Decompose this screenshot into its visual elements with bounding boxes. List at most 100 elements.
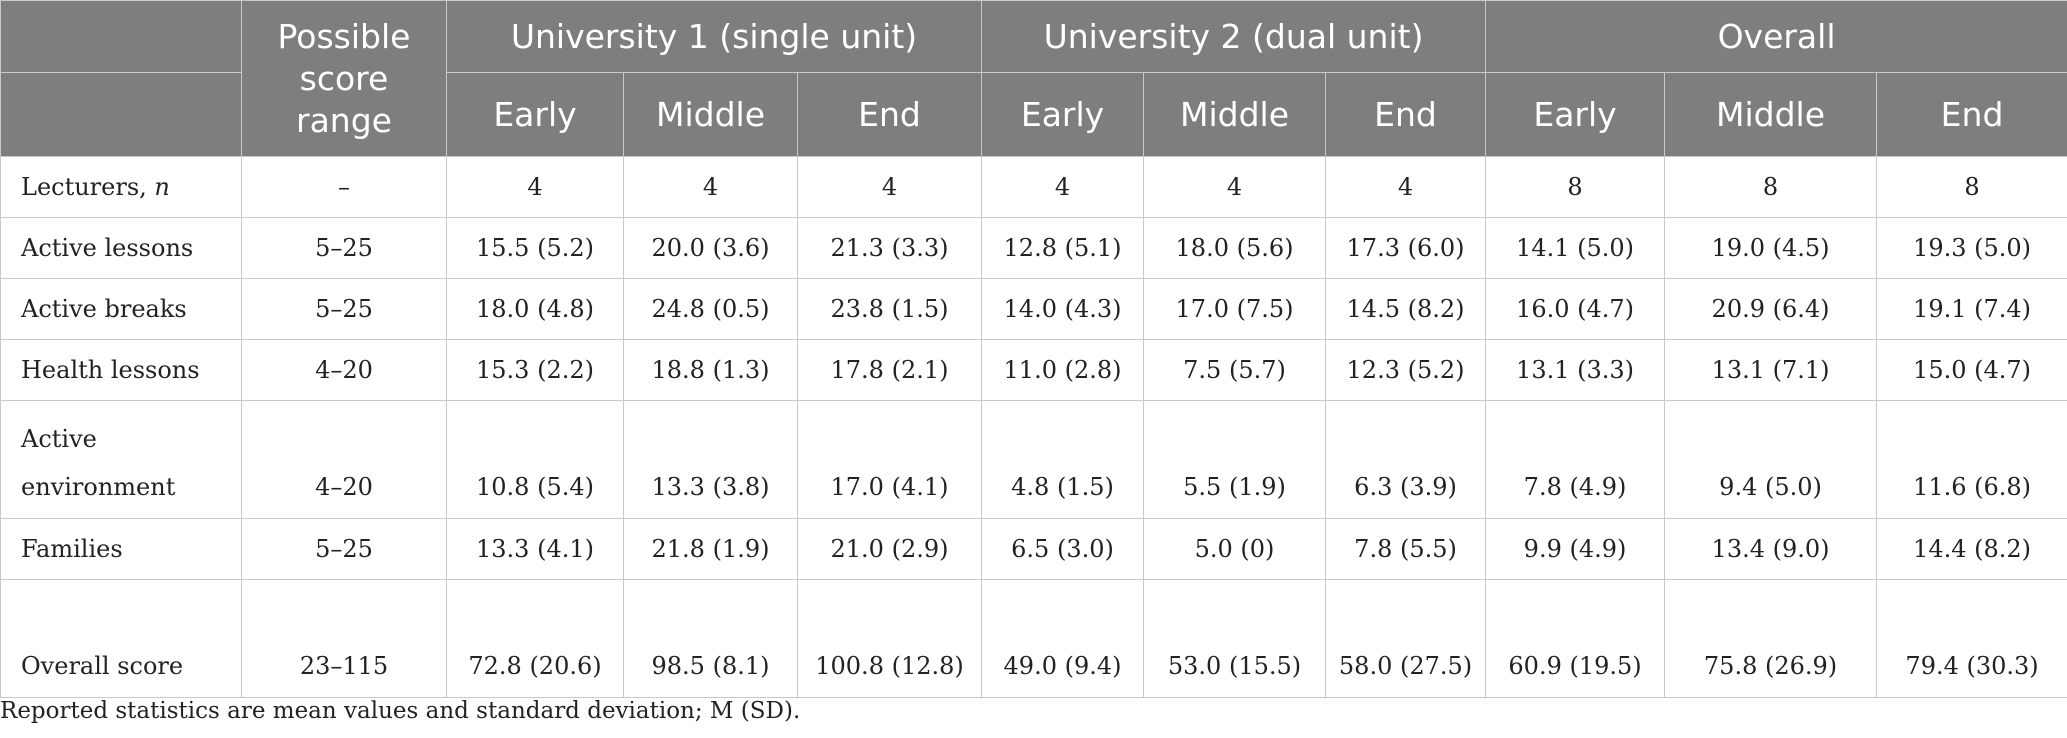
value-cell: 8 xyxy=(1876,156,2067,218)
value-cell: 19.3 (5.0) xyxy=(1876,217,2067,279)
value-cell: 20.9 (6.4) xyxy=(1664,278,1878,340)
row-label-text: Overall score xyxy=(21,652,184,680)
score-range-cell: 23–115 xyxy=(241,579,447,698)
row-label: Active breaks xyxy=(0,278,242,340)
value-cell: 4 xyxy=(981,156,1145,218)
value-cell: 4 xyxy=(446,156,624,218)
value-cell: 13.1 (3.3) xyxy=(1485,339,1666,401)
value-cell: 14.4 (8.2) xyxy=(1876,518,2067,580)
row-label-text: Health lessons xyxy=(21,356,200,384)
value-cell: 21.3 (3.3) xyxy=(796,217,983,279)
score-range-cell: 4–20 xyxy=(241,400,447,519)
value-cell: 13.1 (7.1) xyxy=(1664,339,1878,401)
table-footnote: Reported statistics are mean values and … xyxy=(0,698,801,724)
value-cell: 6.5 (3.0) xyxy=(981,518,1145,580)
value-cell: 17.3 (6.0) xyxy=(1325,217,1487,279)
score-range-header: Possible score range xyxy=(241,0,447,157)
value-cell: 4.8 (1.5) xyxy=(981,400,1145,519)
value-cell: 15.0 (4.7) xyxy=(1876,339,2067,401)
row-label-text: Lecturers, xyxy=(21,173,147,201)
value-cell: 7.5 (5.7) xyxy=(1143,339,1327,401)
u2-end-header: End xyxy=(1325,72,1487,157)
value-cell: 15.3 (2.2) xyxy=(446,339,624,401)
value-cell: 10.8 (5.4) xyxy=(446,400,624,519)
value-cell: 14.0 (4.3) xyxy=(981,278,1145,340)
value-cell: 14.5 (8.2) xyxy=(1325,278,1487,340)
value-cell: 8 xyxy=(1485,156,1666,218)
value-cell: 75.8 (26.9) xyxy=(1664,579,1878,698)
value-cell: 19.0 (4.5) xyxy=(1664,217,1878,279)
value-cell: 7.8 (4.9) xyxy=(1485,400,1666,519)
value-cell: 6.3 (3.9) xyxy=(1325,400,1487,519)
table-row: Active lessons 5–25 15.5 (5.2) 20.0 (3.6) 21… xyxy=(0,217,2067,279)
overall-early-header: Early xyxy=(1485,72,1666,157)
score-range-cell: 4–20 xyxy=(241,339,447,401)
value-cell: 23.8 (1.5) xyxy=(796,278,983,340)
value-cell: 60.9 (19.5) xyxy=(1485,579,1666,698)
u2-early-header: Early xyxy=(981,72,1145,157)
value-cell: 13.3 (3.8) xyxy=(623,400,798,519)
value-cell: 5.5 (1.9) xyxy=(1143,400,1327,519)
corner-header-cell xyxy=(0,0,242,73)
score-range-cell: 5–25 xyxy=(241,518,447,580)
value-cell: 17.0 (4.1) xyxy=(796,400,983,519)
score-range-cell: 5–25 xyxy=(241,278,447,340)
value-cell: 19.1 (7.4) xyxy=(1876,278,2067,340)
row-label: Overall score xyxy=(0,579,242,698)
row-label: Health lessons xyxy=(0,339,242,401)
value-cell: 12.3 (5.2) xyxy=(1325,339,1487,401)
value-cell: 11.0 (2.8) xyxy=(981,339,1145,401)
value-cell: 24.8 (0.5) xyxy=(623,278,798,340)
value-cell: 4 xyxy=(1143,156,1327,218)
value-cell: 72.8 (20.6) xyxy=(446,579,624,698)
u1-end-header: End xyxy=(796,72,983,157)
table-row: Active breaks 5–25 18.0 (4.8) 24.8 (0.5) 23.… xyxy=(0,278,2067,340)
u1-early-header: Early xyxy=(446,72,624,157)
value-cell: 79.4 (30.3) xyxy=(1876,579,2067,698)
row-label: Families xyxy=(0,518,242,580)
value-cell: 17.0 (7.5) xyxy=(1143,278,1327,340)
value-cell: 20.0 (3.6) xyxy=(623,217,798,279)
corner-header-cell-lower xyxy=(0,72,242,157)
group-header-university-1: University 1 (single unit) xyxy=(445,0,983,73)
value-cell: 11.6 (6.8) xyxy=(1876,400,2067,519)
value-cell: 17.8 (2.1) xyxy=(796,339,983,401)
value-cell: 21.8 (1.9) xyxy=(623,518,798,580)
value-cell: 58.0 (27.5) xyxy=(1325,579,1487,698)
group-header-university-2: University 2 (dual unit) xyxy=(981,0,1487,73)
value-cell: 15.5 (5.2) xyxy=(446,217,624,279)
value-cell: 12.8 (5.1) xyxy=(981,217,1145,279)
row-label: Active lessons xyxy=(0,217,242,279)
value-cell: 8 xyxy=(1664,156,1878,218)
value-cell: 7.8 (5.5) xyxy=(1325,518,1487,580)
value-cell: 4 xyxy=(623,156,798,218)
table-row: Families 5–25 13.3 (4.1) 21.8 (1.9) 21.0 (2.… xyxy=(0,518,2067,580)
row-label-text: Active breaks xyxy=(21,295,187,323)
table-row: Health lessons 4–20 15.3 (2.2) 18.8 (1.3) 17… xyxy=(0,339,2067,401)
value-cell: 9.4 (5.0) xyxy=(1664,400,1878,519)
group-header-overall: Overall xyxy=(1485,0,2067,73)
row-label: Lecturers, n xyxy=(0,156,242,218)
table-row: Lecturers, n –4 4 4 4 4 4 8 8 8 xyxy=(0,156,2067,218)
row-label-text: Active lessons xyxy=(21,234,194,262)
row-label: Active environment xyxy=(0,400,242,519)
table-row: Active environment 4–20 10.8 (5.4) 13.3 (3.… xyxy=(0,400,2067,519)
value-cell: 4 xyxy=(1325,156,1487,218)
value-cell: 18.0 (5.6) xyxy=(1143,217,1327,279)
u1-middle-header: Middle xyxy=(623,72,798,157)
value-cell: 100.8 (12.8) xyxy=(796,579,983,698)
value-cell: 9.9 (4.9) xyxy=(1485,518,1666,580)
value-cell: 13.4 (9.0) xyxy=(1664,518,1878,580)
value-cell: 14.1 (5.0) xyxy=(1485,217,1666,279)
value-cell: 49.0 (9.4) xyxy=(981,579,1145,698)
u2-middle-header: Middle xyxy=(1143,72,1327,157)
value-cell: 4 xyxy=(796,156,983,218)
value-cell: 18.0 (4.8) xyxy=(446,278,624,340)
table-row: Overall score 23–115 72.8 (20.6) 98.5 (8.1)… xyxy=(0,579,2067,698)
row-label-italic: n xyxy=(154,173,170,201)
value-cell: 98.5 (8.1) xyxy=(623,579,798,698)
overall-end-header: End xyxy=(1876,72,2067,157)
value-cell: 53.0 (15.5) xyxy=(1143,579,1327,698)
score-range-cell: – xyxy=(241,156,447,218)
value-cell: 21.0 (2.9) xyxy=(796,518,983,580)
